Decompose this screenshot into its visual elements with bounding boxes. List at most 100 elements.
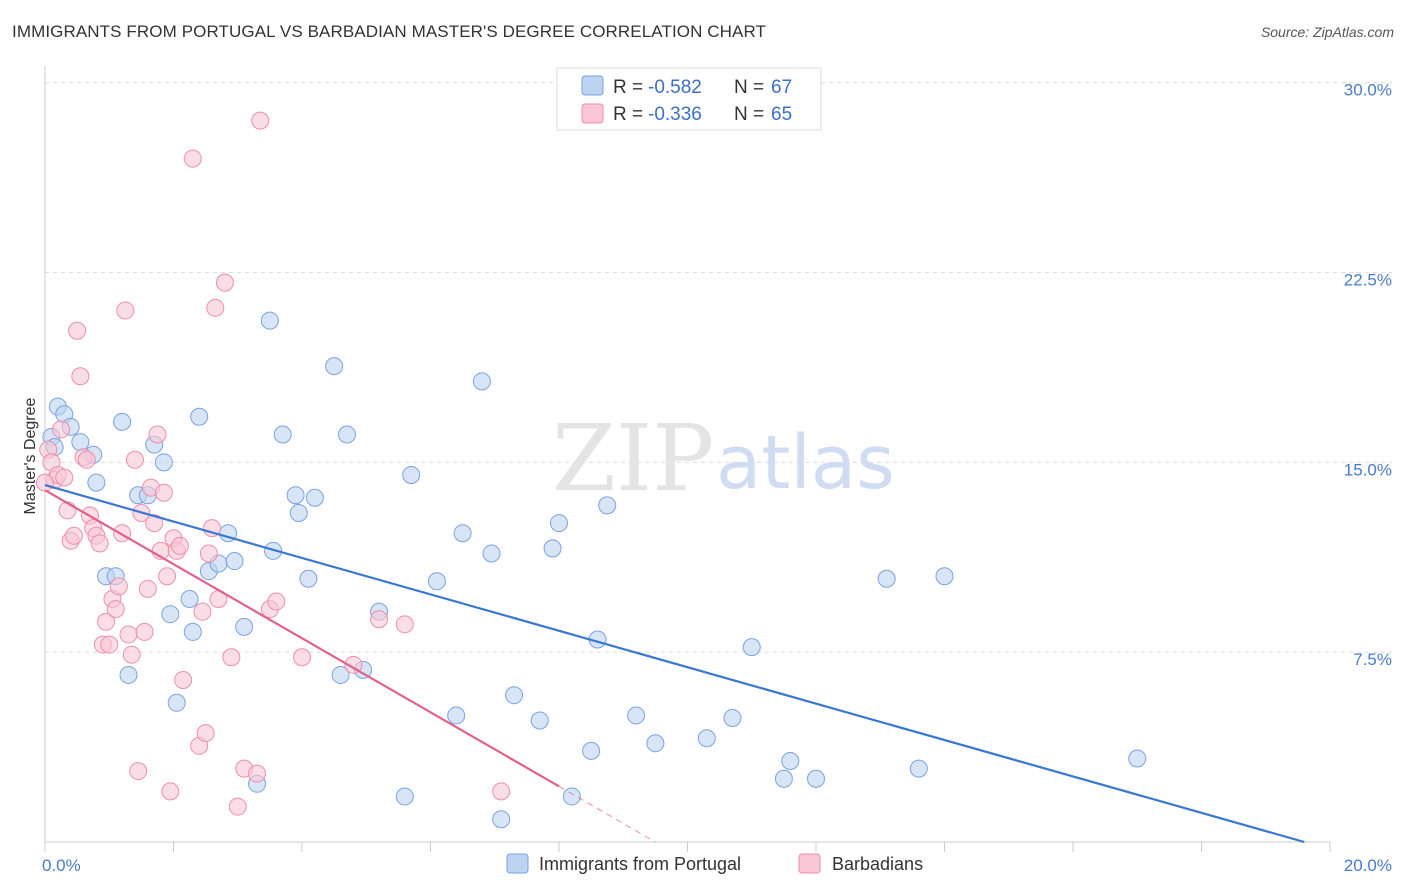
point-1-47 <box>199 544 218 563</box>
point-0-53 <box>598 496 617 515</box>
point-1-41 <box>170 536 189 555</box>
point-0-17 <box>180 590 199 609</box>
watermark-zip: ZIP <box>552 405 714 512</box>
point-0-18 <box>183 622 202 641</box>
point-0-58 <box>742 638 761 657</box>
y-tick-label-3: 30.0% <box>1344 81 1392 100</box>
legend-n-value-barbadians: 65 <box>771 104 792 125</box>
point-0-46 <box>505 686 524 705</box>
point-0-43 <box>472 372 491 391</box>
legend-box: R = -0.582 N = 67 R = -0.336 N = 65 <box>556 67 822 131</box>
point-0-40 <box>427 572 446 591</box>
point-1-28 <box>129 762 148 781</box>
point-0-48 <box>543 539 562 558</box>
point-0-63 <box>909 759 928 778</box>
point-0-27 <box>264 541 283 560</box>
grid-lines <box>45 82 1392 653</box>
point-0-15 <box>161 605 180 624</box>
point-1-6 <box>58 501 77 520</box>
trend-line-dashed-1 <box>558 785 656 843</box>
watermark-atlas: atlas <box>716 420 895 506</box>
point-0-19 <box>190 407 209 426</box>
point-1-45 <box>193 602 212 621</box>
point-1-31 <box>138 579 157 598</box>
legend-n-value-portugal: 67 <box>771 77 792 98</box>
point-1-4 <box>52 420 71 439</box>
bottom-legend: Immigrants from Portugal Barbadians <box>506 853 923 874</box>
point-0-61 <box>807 769 825 788</box>
point-0-45 <box>492 810 511 829</box>
point-1-38 <box>161 782 180 801</box>
y-tick-label-2: 22.5% <box>1344 270 1392 289</box>
point-0-47 <box>530 711 549 730</box>
point-1-21 <box>106 600 125 619</box>
point-0-30 <box>289 503 308 522</box>
point-0-57 <box>723 708 742 727</box>
point-0-31 <box>299 569 318 588</box>
point-0-28 <box>273 425 292 444</box>
legend-n-label-barbadians: N = <box>734 104 764 125</box>
point-1-16 <box>90 534 109 553</box>
point-0-23 <box>225 552 244 571</box>
point-1-25 <box>119 625 138 644</box>
point-0-62 <box>877 569 896 588</box>
trend-lines <box>44 484 1305 844</box>
point-1-56 <box>251 111 270 130</box>
point-1-49 <box>206 298 225 317</box>
point-1-8 <box>64 526 83 545</box>
point-1-46 <box>196 724 215 743</box>
point-0-51 <box>582 741 601 760</box>
point-1-12 <box>77 450 96 469</box>
point-0-59 <box>774 769 793 788</box>
point-1-24 <box>116 301 135 320</box>
point-0-39 <box>402 465 421 484</box>
point-1-19 <box>100 635 119 654</box>
series-barbadians-points <box>36 111 511 816</box>
point-0-14 <box>154 453 173 472</box>
y-axis-title: Master's Degree <box>22 397 39 514</box>
point-1-33 <box>145 514 164 533</box>
point-1-5 <box>55 468 74 487</box>
point-0-55 <box>646 734 665 753</box>
point-1-58 <box>267 592 286 611</box>
point-1-53 <box>228 797 247 816</box>
point-1-27 <box>125 450 144 469</box>
point-1-18 <box>97 612 116 631</box>
trend-line-0 <box>44 484 1305 844</box>
point-0-38 <box>395 787 414 806</box>
point-1-10 <box>71 367 90 386</box>
point-1-9 <box>68 321 87 340</box>
y-tick-labels: 7.5% 15.0% 22.5% 30.0% <box>1344 81 1392 670</box>
legend-r-label-barbadians: R = <box>613 104 643 125</box>
point-0-54 <box>627 706 646 725</box>
point-1-55 <box>248 764 267 783</box>
legend-r-value-portugal: -0.582 <box>648 77 702 98</box>
legend-swatch-barbadians <box>581 103 604 124</box>
point-1-63 <box>492 782 511 801</box>
point-1-30 <box>135 622 154 641</box>
point-1-42 <box>174 671 193 690</box>
point-1-37 <box>158 567 177 586</box>
point-1-22 <box>109 577 128 596</box>
point-1-26 <box>122 645 141 664</box>
point-0-56 <box>697 729 716 748</box>
point-0-60 <box>781 752 800 771</box>
point-0-29 <box>286 486 305 505</box>
legend-swatch-portugal <box>581 75 604 96</box>
chart-title: IMMIGRANTS FROM PORTUGAL VS BARBADIAN MA… <box>12 22 767 41</box>
point-1-34 <box>148 425 167 444</box>
point-1-36 <box>154 483 173 502</box>
x-tick-min: 0.0% <box>42 856 81 875</box>
point-1-52 <box>222 648 241 667</box>
point-0-50 <box>562 787 581 806</box>
watermark: ZIP atlas <box>552 405 895 512</box>
point-1-61 <box>370 610 389 629</box>
point-0-10 <box>119 665 138 684</box>
y-tick-label-0: 7.5% <box>1353 650 1392 669</box>
point-1-64 <box>36 473 54 492</box>
point-0-34 <box>331 665 350 684</box>
point-0-9 <box>113 412 132 431</box>
point-0-42 <box>453 524 472 543</box>
point-1-51 <box>215 273 234 292</box>
